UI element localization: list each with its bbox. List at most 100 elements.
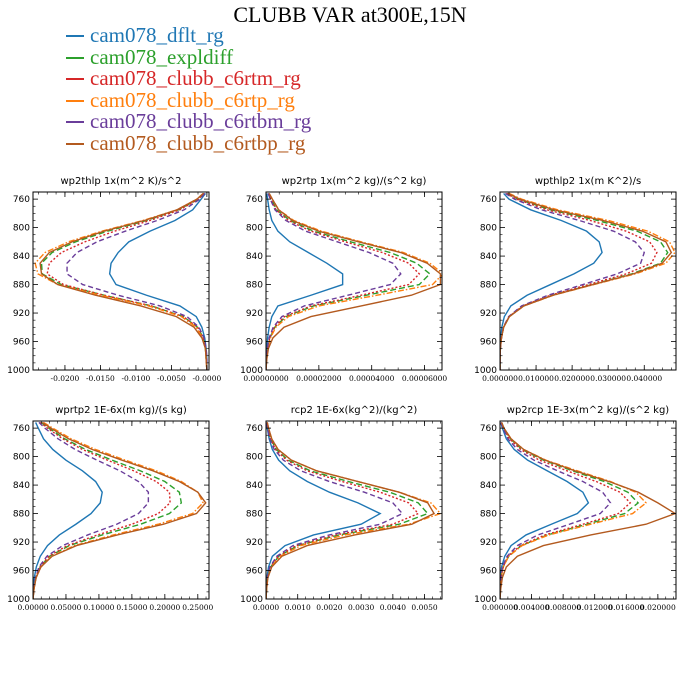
series-line xyxy=(266,422,404,599)
y-tick-label: 960 xyxy=(480,567,497,577)
x-tick-label: 0.00002000 xyxy=(296,374,342,383)
y-tick-label: 920 xyxy=(480,309,497,319)
y-tick-label: 880 xyxy=(13,281,30,291)
y-tick-label: 760 xyxy=(13,195,30,205)
y-tick-label: 840 xyxy=(246,481,263,491)
legend-label: cam078_clubb_c6rtm_rg xyxy=(90,66,301,90)
y-tick-label: 840 xyxy=(246,252,263,262)
legend-line-swatch xyxy=(66,78,84,80)
series-line xyxy=(33,421,183,599)
series-group xyxy=(266,422,442,599)
y-tick-label: 1000 xyxy=(7,595,30,605)
series-line xyxy=(500,422,590,599)
y-tick-label: 1000 xyxy=(240,366,263,376)
x-tick-label: 0.0050 xyxy=(411,603,437,612)
y-tick-label: 920 xyxy=(13,309,30,319)
x-tick-label: 0.0000 xyxy=(253,603,279,612)
y-tick-label: 800 xyxy=(480,224,497,234)
series-line xyxy=(40,192,208,370)
series-line xyxy=(266,193,344,370)
y-tick-label: 760 xyxy=(480,424,497,434)
y-tick-label: 960 xyxy=(13,338,30,348)
y-tick-label: 880 xyxy=(480,510,497,520)
subplot-5: rcp2 1E-6x(kg^2)/(kg^2) 760 800 840 880 920 96… xyxy=(240,405,443,612)
series-line xyxy=(33,421,207,599)
x-tick-label: -0.0050 xyxy=(157,374,186,383)
series-group xyxy=(266,193,442,370)
series-line xyxy=(500,422,676,599)
x-tick-label: 0.000000 xyxy=(482,374,518,383)
x-tick-label: 0.00000 xyxy=(17,603,48,612)
series-line xyxy=(500,422,632,599)
y-tick-label: 880 xyxy=(246,281,263,291)
series-line xyxy=(266,193,442,370)
subplot-title: wprtp2 1E-6x(m kg)/(s kg) xyxy=(55,405,187,416)
subplot-1: wp2thlp 1x(m^2 K)/s^2 760 800 840 880 920 960 1… xyxy=(7,176,221,383)
plot-frame xyxy=(499,420,677,600)
y-tick-label: 760 xyxy=(13,424,30,434)
series-line xyxy=(266,193,402,370)
x-tick-label: 0.25000 xyxy=(182,603,213,612)
legend-line-swatch xyxy=(66,121,84,123)
series-line xyxy=(500,192,646,370)
y-tick-label: 840 xyxy=(13,481,30,491)
legend-label: cam078_clubb_c6rtbp_rg xyxy=(90,130,306,155)
plot-frame xyxy=(32,420,210,600)
y-tick-label: 880 xyxy=(480,281,497,291)
series-line xyxy=(500,192,676,370)
series-line xyxy=(108,193,208,370)
series-line xyxy=(266,422,442,599)
y-tick-label: 960 xyxy=(13,567,30,577)
series-line xyxy=(34,192,208,370)
y-tick-label: 800 xyxy=(13,224,30,234)
series-line xyxy=(39,192,208,370)
x-tick-label: 0.008000 xyxy=(545,603,581,612)
legend-label: cam078_clubb_c6rtbm_rg xyxy=(90,109,312,133)
x-tick-label: 0.00006000 xyxy=(402,374,448,383)
series-line xyxy=(500,422,612,599)
figure-title: CLUBB VAR at300E,15N xyxy=(233,2,467,27)
x-tick-label: 0.020000 xyxy=(640,603,676,612)
y-tick-label: 960 xyxy=(246,338,263,348)
y-tick-label: 1000 xyxy=(7,366,30,376)
legend-line-swatch xyxy=(66,56,84,59)
y-tick-label: 920 xyxy=(480,538,497,548)
series-line xyxy=(266,193,442,370)
legend-label: cam078_dflt_rg xyxy=(90,23,224,47)
series-line xyxy=(266,422,436,599)
y-tick-label: 920 xyxy=(246,309,263,319)
x-tick-label: 0.030000 xyxy=(590,374,626,383)
subplot-4: wprtp2 1E-6x(m kg)/(s kg) 760 800 840 880 920… xyxy=(7,405,213,612)
x-tick-label: 0.10000 xyxy=(83,603,114,612)
y-tick-label: 1000 xyxy=(474,595,497,605)
subplot-6: wp2rcp 1E-3x(m^2 kg)/(s^2 kg) 760 800 840 88… xyxy=(474,405,677,612)
x-tick-label: 0.0030 xyxy=(348,603,374,612)
y-tick-label: 840 xyxy=(480,481,497,491)
y-tick-label: 760 xyxy=(480,195,497,205)
series-group xyxy=(34,192,208,370)
x-tick-label: 0.000000 xyxy=(482,603,518,612)
x-tick-label: -0.0150 xyxy=(86,374,115,383)
subplot-3: wpthlp2 1x(m K^2)/s 760 800 840 880 920 960 100… xyxy=(474,176,677,383)
plot-frame xyxy=(265,191,443,371)
subplot-title: wp2rcp 1E-3x(m^2 kg)/(s^2 kg) xyxy=(507,405,670,416)
series-group xyxy=(33,421,207,599)
x-tick-label: 0.00000000 xyxy=(243,374,289,383)
x-tick-label: 0.016000 xyxy=(608,603,644,612)
series-line xyxy=(500,192,669,370)
x-tick-label: 0.004000 xyxy=(514,603,550,612)
series-line xyxy=(266,422,382,599)
y-tick-label: 920 xyxy=(13,538,30,548)
x-tick-label: 0.020000 xyxy=(554,374,590,383)
y-tick-label: 960 xyxy=(246,567,263,577)
y-tick-label: 800 xyxy=(246,224,263,234)
y-tick-label: 800 xyxy=(480,453,497,463)
series-line xyxy=(33,422,103,599)
y-tick-label: 880 xyxy=(246,510,263,520)
plot-frame xyxy=(499,191,677,371)
y-tick-label: 960 xyxy=(480,338,497,348)
series-line xyxy=(500,192,658,370)
y-tick-label: 880 xyxy=(13,510,30,520)
series-line xyxy=(266,193,421,370)
